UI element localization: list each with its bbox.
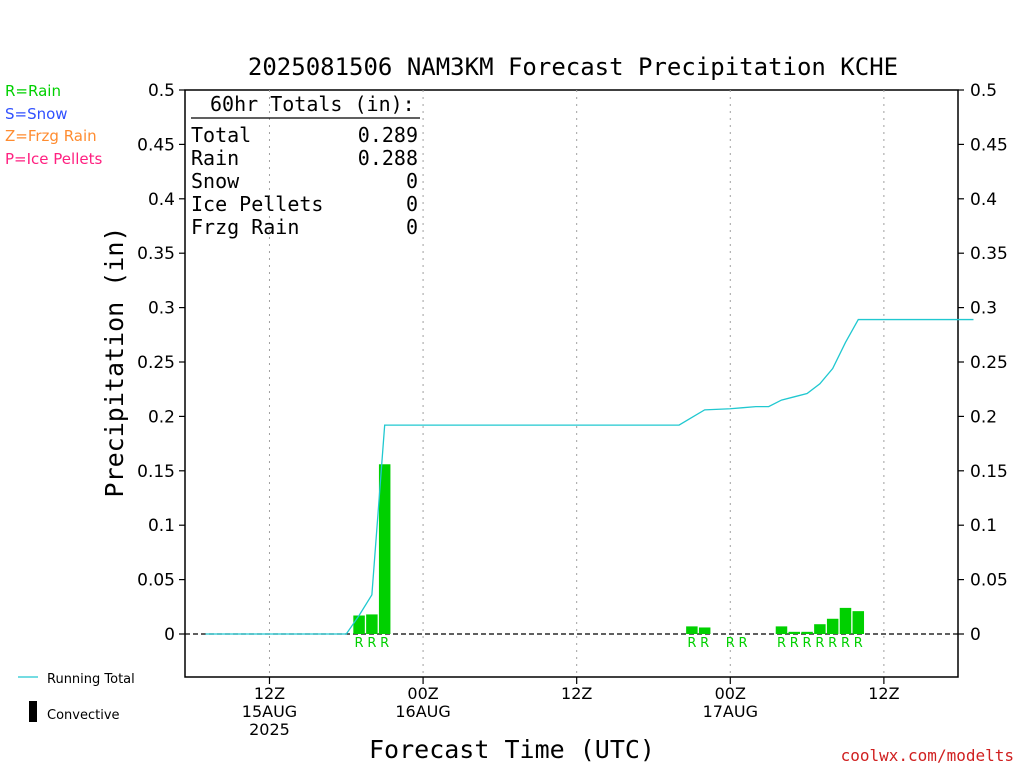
totals-label-frzg-rain: Frzg Rain: [191, 215, 299, 239]
y-tick-label-left: 0.05: [137, 571, 175, 591]
precip-type-label: R: [828, 636, 837, 651]
y-tick-label-right: 0.2: [970, 407, 997, 427]
y-tick-label-left: 0.35: [137, 244, 175, 264]
precip-type-label: R: [739, 636, 748, 651]
watermark: coolwx.com/modelts: [841, 746, 1014, 765]
y-tick-label-right: 0: [970, 625, 981, 645]
precip-type-label: R: [803, 636, 812, 651]
y-tick-label-right: 0.4: [970, 190, 997, 210]
totals-value-rain: 0.288: [358, 146, 418, 170]
precip-bar: [775, 626, 788, 634]
precip-bar: [814, 624, 826, 634]
x-tick-label: 17AUG: [703, 702, 758, 721]
y-axis-ticks: 0.5 0.5 0.45 0.45 0.4 0.4 0.35 0.35 0.3 0.3 0.25 0.…: [137, 81, 1008, 645]
legend-ice-pellets: P=Ice Pellets: [5, 150, 102, 168]
y-tick-label-right: 0.45: [970, 135, 1008, 155]
totals-value-total: 0.289: [358, 123, 418, 147]
x-gridlines: [268, 90, 885, 677]
running-total-line: [205, 318, 974, 635]
precip-type-label: R: [790, 636, 799, 651]
precip-type-label: R: [687, 636, 696, 651]
precip-type-label: R: [777, 636, 786, 651]
y-axis-title: Precipitation (in): [100, 227, 129, 498]
y-tick-label-right: 0.35: [970, 244, 1008, 264]
precip-type-label: R: [380, 636, 389, 651]
precip-type-label: R: [367, 636, 376, 651]
plot-frame: [184, 89, 959, 678]
precip-bar: [698, 627, 711, 634]
totals-title: 60hr Totals (in):: [210, 92, 415, 116]
x-tick-label: 16AUG: [395, 702, 450, 721]
precip-bar: [686, 626, 698, 634]
y-tick-label-left: 0.2: [148, 407, 175, 427]
precip-type-label: R: [726, 636, 735, 651]
precip-bar: [839, 607, 852, 634]
precip-type-label: R: [841, 636, 850, 651]
chart-title: 2025081506 NAM3KM Forecast Precipitation…: [248, 53, 898, 81]
x-axis-title: Forecast Time (UTC): [369, 735, 655, 764]
precip-bar: [788, 631, 801, 634]
totals-value-ice-pellets: 0: [406, 192, 418, 216]
x-tick-label: 15AUG: [242, 702, 297, 721]
totals-label-snow: Snow: [191, 169, 240, 193]
y-tick-label-left: 0.45: [137, 135, 175, 155]
precip-bar: [852, 611, 865, 634]
x-tick-label: 2025: [249, 720, 290, 739]
y-tick-label-left: 0.5: [148, 81, 175, 101]
totals-label-rain: Rain: [191, 146, 239, 170]
running-total-series: [205, 318, 974, 635]
precip-bar: [801, 631, 813, 634]
precip-bars: [353, 464, 865, 634]
totals-label-ice-pellets: Ice Pellets: [191, 192, 323, 216]
y-tick-label-left: 0.15: [137, 462, 175, 482]
y-tick-label-right: 0.5: [970, 81, 997, 101]
precip-bar: [378, 464, 391, 634]
y-tick-label-right: 0.3: [970, 299, 997, 319]
legend-rain: R=Rain: [5, 82, 61, 100]
x-tick-label: 12Z: [868, 684, 899, 703]
precip-type-label: R: [355, 636, 364, 651]
totals-value-snow: 0: [406, 169, 418, 193]
y-tick-label-left: 0.1: [148, 516, 175, 536]
y-tick-label-left: 0.3: [148, 299, 175, 319]
x-tick-label: 12Z: [254, 684, 285, 703]
precip-bar: [353, 615, 365, 634]
legend-frzg-rain: Z=Frzg Rain: [5, 127, 97, 145]
precip-bar: [826, 618, 839, 634]
precip-type-label: R: [815, 636, 824, 651]
convective-legend-swatch: [29, 701, 37, 722]
totals-box: 60hr Totals (in): Total 0.289 Rain 0.288…: [191, 92, 420, 239]
precip-bar: [366, 614, 378, 634]
precip-type-label: R: [700, 636, 709, 651]
y-tick-label-left: 0.25: [137, 353, 175, 373]
legend-convective: Convective: [47, 708, 120, 723]
legend-running-total: Running Total: [47, 672, 135, 687]
x-tick-label: 00Z: [715, 684, 746, 703]
precip-type-label: R: [854, 636, 863, 651]
y-tick-label-right: 0.25: [970, 353, 1008, 373]
y-tick-label-left: 0.4: [148, 190, 175, 210]
y-tick-label-right: 0.15: [970, 462, 1008, 482]
legend-snow: S=Snow: [5, 105, 68, 123]
y-tick-label-right: 0.1: [970, 516, 997, 536]
totals-value-frzg-rain: 0: [406, 215, 418, 239]
x-tick-label: 12Z: [561, 684, 592, 703]
totals-label-total: Total: [191, 123, 251, 147]
x-tick-label: 00Z: [407, 684, 438, 703]
y-tick-label-right: 0.05: [970, 571, 1008, 591]
y-tick-label-left: 0: [164, 625, 175, 645]
